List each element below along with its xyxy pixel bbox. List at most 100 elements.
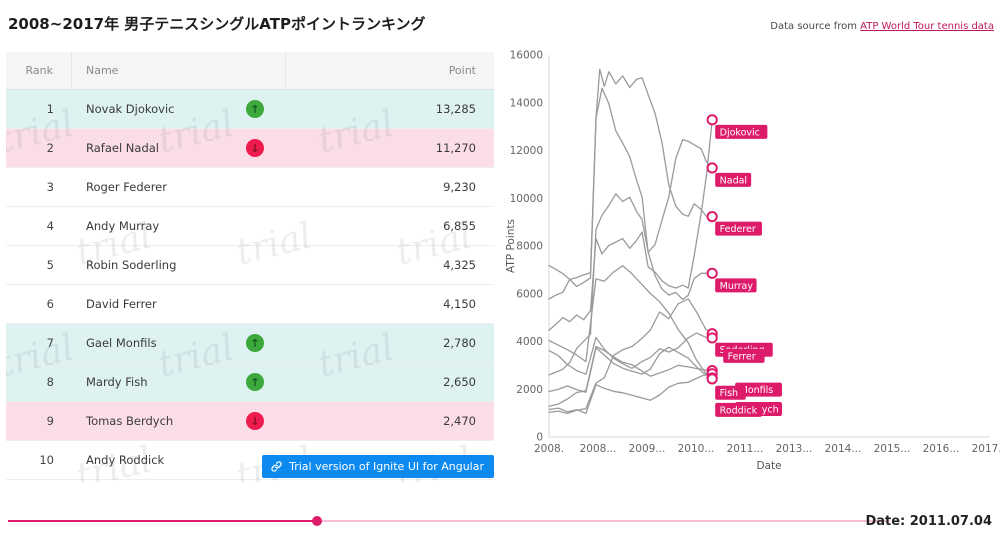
x-tick-label: 2011... xyxy=(727,443,764,455)
table-row[interactable]: 5 Robin Soderling 4,325 xyxy=(6,246,494,285)
point-cell: 2,780 xyxy=(443,336,476,350)
series-marker-ferrer xyxy=(706,332,718,344)
y-axis-title: ATP Points xyxy=(505,219,517,273)
point-cell: 6,855 xyxy=(443,219,476,233)
x-axis-title: Date xyxy=(756,460,781,472)
page-title: 2008~2017年 男子テニスシングルATPポイントランキング xyxy=(8,15,426,33)
trend-up-icon: ↑ xyxy=(246,100,264,118)
series-line-nadal xyxy=(548,87,713,300)
y-tick-label: 4000 xyxy=(516,336,543,348)
trend-down-icon: ↓ xyxy=(246,412,264,430)
rank-cell: 3 xyxy=(46,180,54,194)
trend-cell: ↓ xyxy=(246,412,286,430)
point-cell: 9,230 xyxy=(443,180,476,194)
point-cell: 4,150 xyxy=(443,297,476,311)
atp-line-chart: 0 2000 4000 6000 8000 10000 12000 14000 16000 200… xyxy=(505,40,1000,480)
trend-cell: ↑ xyxy=(246,100,286,118)
x-tick-label: 2008... xyxy=(580,443,617,455)
series-label-bg-murray xyxy=(715,278,757,293)
table-body: 1 Novak Djokovic ↑ 13,285 2 Rafael Nadal… xyxy=(6,90,494,480)
series-marker-federer xyxy=(706,211,718,223)
table-row[interactable]: 6 David Ferrer 4,150 xyxy=(6,285,494,324)
y-tick-label: 8000 xyxy=(516,241,543,253)
trend-down-icon: ↓ xyxy=(246,139,264,157)
table-row[interactable]: 4 Andy Murray 6,855 xyxy=(6,207,494,246)
name-cell: Novak Djokovic xyxy=(86,102,175,116)
series-label-nadal: Nadal xyxy=(720,175,747,186)
series-line-fish xyxy=(548,373,713,415)
table-header-row: Rank Name Point xyxy=(6,52,494,90)
table-row[interactable]: 1 Novak Djokovic ↑ 13,285 xyxy=(6,90,494,129)
point-cell: 11,270 xyxy=(435,141,476,155)
header-rank: Rank xyxy=(6,52,72,89)
ranking-table: Rank Name Point 1 Novak Djokovic ↑ 13,28… xyxy=(6,52,494,482)
series-label-murray: Murray xyxy=(720,281,754,292)
series-label-roddick: Roddick xyxy=(720,405,758,416)
table-row[interactable]: 9 Tomas Berdych ↓ 2,470 xyxy=(6,402,494,441)
trend-up-icon: ↑ xyxy=(246,334,264,352)
rank-cell: 7 xyxy=(46,336,54,350)
trend-cell: ↑ xyxy=(246,373,286,391)
x-tick-label: 2013... xyxy=(776,443,813,455)
rank-cell: 5 xyxy=(46,258,54,272)
series-marker-nadal xyxy=(706,162,718,174)
series-label-bg-federer xyxy=(715,221,762,236)
y-tick-label: 14000 xyxy=(510,97,543,109)
table-row[interactable]: 7 Gael Monfils ↑ 2,780 xyxy=(6,324,494,363)
table-row[interactable]: 3 Roger Federer 9,230 xyxy=(6,168,494,207)
series-label-federer: Federer xyxy=(720,224,756,235)
series-label-bg-monfils xyxy=(735,382,782,397)
data-source-prefix: Data source from xyxy=(770,21,861,32)
y-tick-label: 2000 xyxy=(516,384,543,396)
y-tick-label: 10000 xyxy=(510,193,543,205)
series-line-federer xyxy=(548,68,713,288)
series-marker-roddick xyxy=(706,373,718,385)
link-icon xyxy=(270,460,283,473)
rank-cell: 9 xyxy=(46,414,54,428)
timeline-slider xyxy=(0,510,1000,532)
x-tick-label: 2014... xyxy=(825,443,862,455)
name-cell: Tomas Berdych xyxy=(86,414,174,428)
x-tick-label: 2015... xyxy=(874,443,911,455)
x-tick-label: 2009... xyxy=(629,443,666,455)
name-cell: Rafael Nadal xyxy=(86,141,159,155)
rank-cell: 10 xyxy=(39,453,54,467)
rank-cell: 6 xyxy=(46,297,54,311)
name-cell: Roger Federer xyxy=(86,180,167,194)
trial-banner[interactable]: Trial version of Ignite UI for Angular xyxy=(262,455,494,478)
point-cell: 13,285 xyxy=(435,102,476,116)
table-row[interactable]: 2 Rafael Nadal ↓ 11,270 xyxy=(6,129,494,168)
trend-cell: ↓ xyxy=(246,139,286,157)
y-tick-label: 0 xyxy=(536,432,543,444)
series-label-monfils: Monfils xyxy=(740,385,774,396)
x-tick-label: 2017... xyxy=(972,443,1000,455)
name-cell: Robin Soderling xyxy=(86,258,177,272)
x-tick-label: 2008. xyxy=(534,443,564,455)
name-cell: Andy Murray xyxy=(86,219,160,233)
trial-banner-label: Trial version of Ignite UI for Angular xyxy=(289,460,484,473)
series-line-djokovic xyxy=(548,119,713,331)
series-label-bg-ferrer xyxy=(723,348,765,363)
header-point: Point xyxy=(448,64,476,77)
table-row[interactable]: 8 Mardy Fish ↑ 2,650 xyxy=(6,363,494,402)
slider-track[interactable] xyxy=(8,516,890,526)
slider-fill xyxy=(8,520,317,522)
data-source: Data source from ATP World Tour tennis d… xyxy=(770,21,994,32)
series-label-bg-nadal xyxy=(715,172,752,187)
slider-thumb[interactable] xyxy=(311,516,322,526)
series-label-ferrer: Ferrer xyxy=(728,351,756,362)
point-cell: 4,325 xyxy=(443,258,476,272)
series-label-bg-roddick xyxy=(715,402,762,417)
data-source-link[interactable]: ATP World Tour tennis data xyxy=(860,21,994,32)
series-label-djokovic: Djokovic xyxy=(720,127,760,138)
trend-up-icon: ↑ xyxy=(246,373,264,391)
name-cell: Mardy Fish xyxy=(86,375,148,389)
series-line-ferrer xyxy=(548,332,713,375)
x-tick-label: 2016... xyxy=(923,443,960,455)
name-cell: Andy Roddick xyxy=(86,453,165,467)
rank-cell: 8 xyxy=(46,375,54,389)
name-cell: Gael Monfils xyxy=(86,336,157,350)
y-tick-label: 6000 xyxy=(516,288,543,300)
rank-cell: 1 xyxy=(46,102,54,116)
series-marker-murray xyxy=(706,267,718,279)
